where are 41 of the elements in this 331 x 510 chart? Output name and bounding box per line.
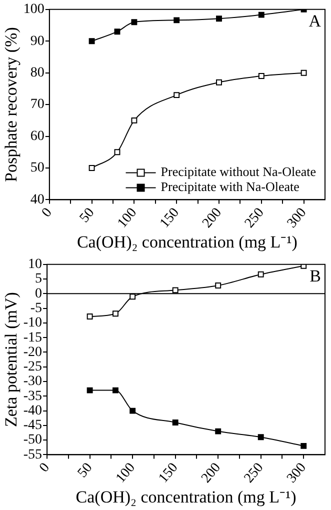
x-tick-label: 200 bbox=[198, 460, 224, 486]
y-tick-label: 10 bbox=[28, 257, 42, 272]
y-tick-label: 0 bbox=[35, 286, 42, 302]
x-tick-label: 250 bbox=[242, 460, 267, 486]
x-tick-label: 300 bbox=[284, 460, 310, 486]
y-axis-title: Posphate recovery (%) bbox=[2, 27, 21, 182]
x-tick-label: 100 bbox=[115, 205, 140, 232]
y-tick-label: 5 bbox=[35, 272, 42, 287]
y-tick-label: -10 bbox=[23, 316, 42, 331]
y-tick-label: -20 bbox=[23, 344, 42, 360]
y-tick-label: -50 bbox=[23, 432, 42, 448]
x-tick-label: 50 bbox=[77, 205, 98, 226]
x-tick-label: 100 bbox=[113, 460, 138, 486]
y-tick-label: -55 bbox=[23, 447, 42, 462]
annotation: B bbox=[310, 266, 321, 286]
x-tick-label: 150 bbox=[157, 205, 182, 232]
y-tick-label: -30 bbox=[23, 374, 42, 390]
y-tick-label: -25 bbox=[23, 360, 42, 375]
y-tick-label: 70 bbox=[30, 97, 44, 112]
y-tick-label: 40 bbox=[30, 192, 44, 208]
y-tick-label: -15 bbox=[23, 330, 42, 346]
y-tick-label: -40 bbox=[23, 403, 42, 418]
y-tick-label: 100 bbox=[23, 2, 44, 18]
x-tick-label: 50 bbox=[75, 460, 96, 481]
y-tick-label: 50 bbox=[30, 160, 44, 176]
x-tick-label: 200 bbox=[200, 205, 225, 232]
legend-label: Precipitate without Na-Oleate bbox=[160, 164, 316, 180]
x-tick-label: 300 bbox=[284, 205, 310, 232]
legend-label: Precipitate with Na-Oleate bbox=[160, 179, 300, 194]
y-tick-label: -5 bbox=[30, 300, 42, 316]
y-tick-label: 60 bbox=[30, 128, 44, 144]
annotation: A bbox=[308, 11, 322, 30]
x-tick-label: 150 bbox=[156, 460, 182, 486]
y-tick-label: -35 bbox=[23, 388, 42, 404]
y-tick-label: -45 bbox=[23, 418, 42, 434]
y-axis-title: Zeta potential (mV) bbox=[2, 292, 21, 428]
y-tick-label: 90 bbox=[30, 34, 44, 49]
x-tick-label: 250 bbox=[242, 205, 268, 232]
x-axis-title: Ca(OH)₂ concentration (mg L⁻¹) bbox=[76, 232, 298, 252]
x-axis-title: Ca(OH)₂ concentration (mg L⁻¹) bbox=[76, 487, 296, 506]
y-tick-label: 80 bbox=[30, 66, 44, 81]
